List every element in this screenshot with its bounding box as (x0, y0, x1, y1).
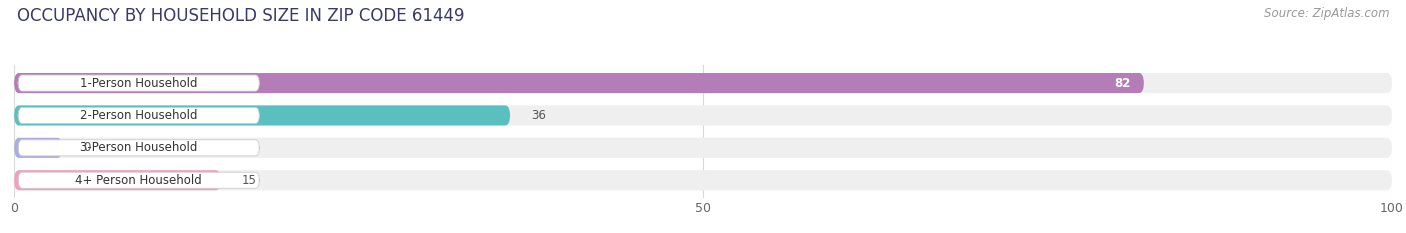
FancyBboxPatch shape (18, 75, 259, 91)
FancyBboxPatch shape (14, 170, 1392, 190)
Text: 82: 82 (1114, 77, 1130, 89)
Text: 3-Person Household: 3-Person Household (80, 141, 197, 154)
FancyBboxPatch shape (14, 170, 221, 190)
FancyBboxPatch shape (14, 105, 1392, 126)
Text: 1-Person Household: 1-Person Household (80, 77, 197, 89)
Text: 15: 15 (242, 174, 256, 187)
Text: 0: 0 (83, 141, 90, 154)
FancyBboxPatch shape (14, 138, 62, 158)
Text: 4+ Person Household: 4+ Person Household (76, 174, 202, 187)
FancyBboxPatch shape (18, 172, 259, 188)
Text: Source: ZipAtlas.com: Source: ZipAtlas.com (1264, 7, 1389, 20)
FancyBboxPatch shape (14, 138, 1392, 158)
FancyBboxPatch shape (18, 140, 259, 156)
Text: 36: 36 (531, 109, 546, 122)
Text: 2-Person Household: 2-Person Household (80, 109, 197, 122)
FancyBboxPatch shape (14, 73, 1392, 93)
FancyBboxPatch shape (14, 105, 510, 126)
FancyBboxPatch shape (18, 107, 259, 123)
FancyBboxPatch shape (14, 73, 1144, 93)
Text: OCCUPANCY BY HOUSEHOLD SIZE IN ZIP CODE 61449: OCCUPANCY BY HOUSEHOLD SIZE IN ZIP CODE … (17, 7, 464, 25)
